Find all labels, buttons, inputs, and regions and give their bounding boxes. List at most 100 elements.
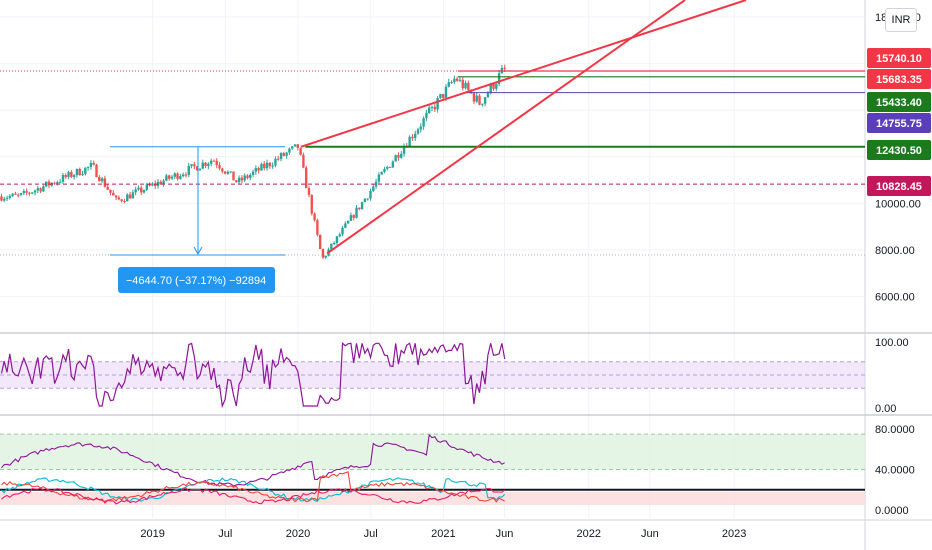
candle-body [198,168,202,171]
candle-body [299,147,302,155]
candle-body [478,95,481,105]
adx-series-line[interactable] [1,471,505,503]
candle-body [145,184,149,190]
adx-series-line[interactable] [1,477,506,502]
price-tag-label: 15683.35 [876,74,922,86]
candle-body [86,166,90,168]
candle-body [81,174,84,176]
currency-button[interactable]: INR [885,8,917,32]
candle-body [3,198,6,201]
price-tag-label: 12430.50 [876,145,922,157]
candle-body [291,146,294,149]
candle-body [425,112,428,119]
candle-body [408,136,411,147]
candle-body [201,162,204,169]
price-tag[interactable] [867,48,931,68]
candle-body [165,175,168,181]
candle-body [223,171,227,174]
candle-body [42,186,45,192]
candle-body [95,164,98,178]
candle-body [450,82,453,84]
candle-body [190,164,193,166]
candle-body [72,175,76,178]
candle-body [19,193,23,195]
price-tag[interactable] [867,113,931,133]
candle-body [154,183,157,186]
price-tag[interactable] [867,69,931,89]
candle-body [441,94,445,98]
candle-body [8,196,12,198]
candle-body [296,144,300,148]
candle-body [293,144,297,147]
candle-body [151,183,154,186]
candle-body [221,168,224,172]
candle-body [377,174,381,182]
candle-body [483,97,487,104]
candle-body [195,166,199,171]
candle-body [467,82,470,90]
candle-body [282,153,286,156]
candle-body [39,188,42,192]
candle-body [17,194,20,196]
candle-body [397,155,400,158]
candle-body [207,163,210,166]
candle-body [204,162,207,166]
adx-series-line[interactable] [1,487,506,505]
trendline-upper[interactable] [300,0,747,148]
adx-tick-label: 80.0000 [875,424,915,436]
price-tick-label: 8000.00 [875,245,915,257]
trendline-lower[interactable] [326,0,686,255]
candle-body [67,171,70,177]
time-axis[interactable]: 2019 Jul 2020 Jul 2021 Jun 2022 Jun 2023 [140,528,746,540]
candle-body [363,198,367,203]
candle-body [444,86,448,98]
candle-body [461,79,464,89]
measure-label-box[interactable] [118,267,275,293]
time-tick-label: Jun [496,528,514,540]
candle-body [358,207,361,210]
candle-body [330,243,333,250]
candle-body [232,171,235,181]
candle-body [453,78,456,83]
candle-body [422,118,425,127]
candle-body [47,181,51,186]
rsi-panel[interactable] [0,342,865,409]
candle-body [36,188,39,191]
candle-body [332,243,336,245]
candle-body [419,126,423,130]
time-tick-label: Jul [218,528,232,540]
candle-body [430,106,434,108]
candle-body [134,189,137,193]
candle-body [184,174,188,176]
candle-body [162,180,165,185]
price-tag[interactable] [867,92,931,112]
price-tag[interactable] [867,140,931,160]
candle-body [447,82,450,87]
price-tag[interactable] [867,176,931,196]
candle-body [243,175,246,181]
candle-body [103,178,107,187]
candle-body [495,84,498,89]
adx-panel[interactable] [0,433,865,505]
candle-body [285,152,288,156]
candle-body [176,173,179,179]
rsi-line[interactable] [0,342,506,409]
candle-body [318,234,322,249]
price-axis[interactable]: 18000.006000.008000.0010000.0015740.1015… [867,12,931,517]
candle-body [117,197,121,200]
candle-body [360,202,364,210]
candle-body [341,227,344,235]
candle-body [246,175,249,178]
candle-body [114,195,118,198]
adx-tick-label: 40.0000 [875,465,915,477]
candle-body [131,192,135,199]
candle-body [215,160,218,166]
candle-body [436,98,439,110]
candle-body [439,94,442,99]
price-panel[interactable]: −4644.70 (−37.17%) −92894 [0,0,865,293]
adx-series-line[interactable] [1,433,505,487]
candle-body [503,67,506,69]
candle-body [464,82,467,89]
candle-body [304,167,308,189]
